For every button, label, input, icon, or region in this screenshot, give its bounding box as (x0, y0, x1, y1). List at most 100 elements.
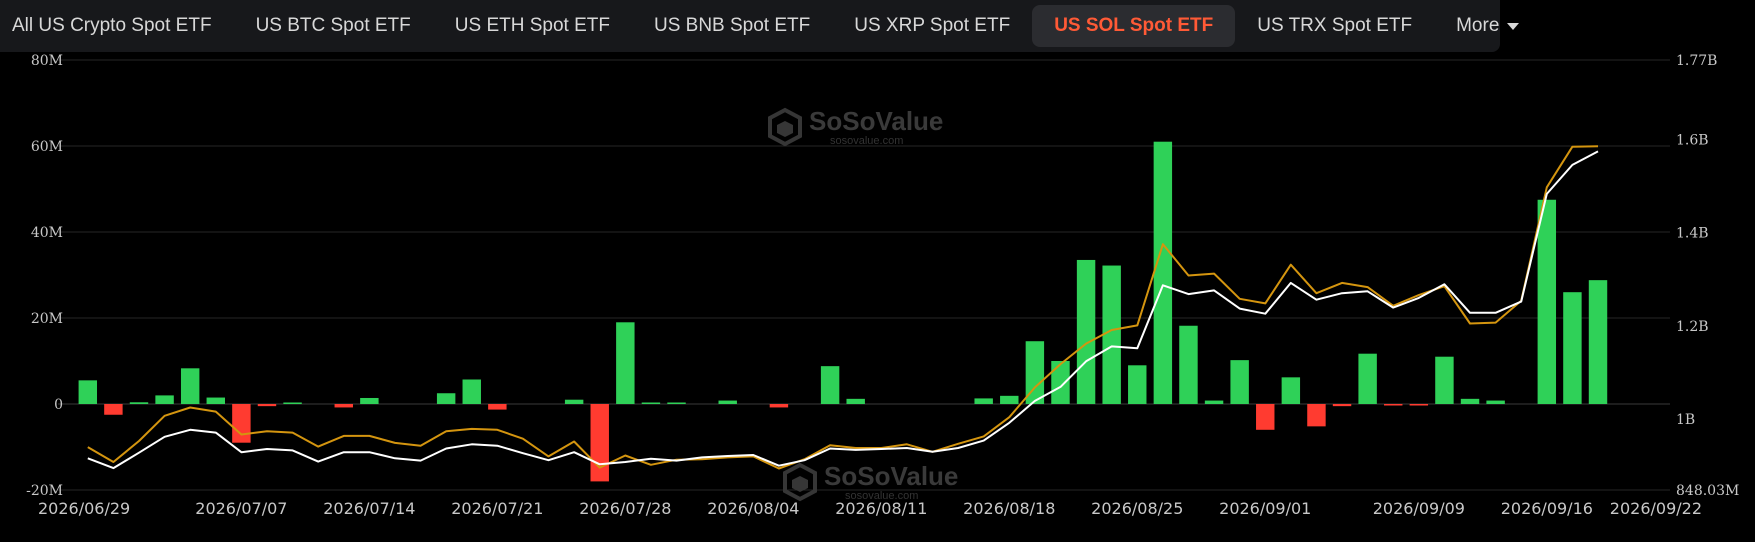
sosovalue-watermark-top: SoSoValue sosovalue.com (768, 106, 943, 147)
inflow-bar (206, 397, 225, 404)
inflow-bar (78, 380, 98, 404)
inflow-bar (1537, 199, 1557, 404)
inflow-bar (283, 402, 302, 404)
outflow-bar (1256, 404, 1275, 430)
left-y-tick-label: 60M (31, 139, 63, 155)
inflow-bar (1025, 341, 1045, 404)
outflow-bar (257, 404, 277, 407)
x-tick-label: 2026/07/14 (323, 499, 415, 518)
tab-us-sol-spot-etf[interactable]: US SOL Spot ETF (1032, 5, 1236, 47)
inflow-bar (718, 400, 737, 404)
inflow-bar (1230, 360, 1249, 404)
inflow-bar (155, 395, 174, 404)
tab-us-xrp-spot-etf[interactable]: US XRP Spot ETF (854, 15, 1011, 36)
inflow-bar (1460, 398, 1480, 404)
inflow-bar (1076, 259, 1096, 404)
inflow-bar (820, 366, 840, 404)
inflow-bar (974, 398, 993, 404)
inflow-bar (1563, 292, 1582, 404)
x-tick-label: 2026/08/25 (1091, 499, 1183, 518)
tab-all-us-crypto-spot-etf[interactable]: All US Crypto Spot ETF (12, 15, 212, 36)
x-tick-label: 2026/09/09 (1373, 499, 1465, 518)
outflow-bar (1384, 404, 1403, 406)
tab-us-bnb-spot-etf[interactable]: US BNB Spot ETF (653, 15, 811, 36)
right-y-tick-label: 1.6B (1676, 132, 1709, 148)
left-y-tick-label: -20M (26, 483, 63, 499)
inflow-bar (1179, 325, 1198, 404)
right-y-tick-label: 1B (1676, 412, 1695, 428)
left-y-tick-label: 0 (54, 397, 63, 413)
inflow-bar (1204, 400, 1224, 404)
x-tick-label: 2026/08/11 (835, 499, 927, 518)
x-tick-label: 2026/09/16 (1501, 499, 1593, 518)
inflow-bar (564, 399, 584, 404)
tab-us-trx-spot-etf[interactable]: US TRX Spot ETF (1257, 15, 1413, 36)
daily-net-inflow-bars (78, 141, 1608, 482)
more-dropdown[interactable]: More (1434, 5, 1541, 47)
right-y-tick-label: 1.4B (1676, 226, 1709, 242)
inflow-bar (462, 379, 481, 404)
inflow-bar (1102, 265, 1121, 404)
x-tick-label: 2026/09/22 (1610, 499, 1702, 518)
sosovalue-logo-icon (783, 462, 817, 502)
etf-tab-bar: All US Crypto Spot ETF US BTC Spot ETF U… (0, 0, 1520, 52)
orange-cumulative-line (87, 145, 1599, 470)
left-y-axis: 80M 60M 40M 20M 0 -20M (26, 53, 63, 499)
watermark-site: sosovalue.com (845, 490, 918, 502)
tab-us-btc-spot-etf[interactable]: US BTC Spot ETF (255, 15, 411, 36)
watermark-name: SoSoValue (824, 461, 958, 491)
outflow-bar (1409, 404, 1429, 406)
outflow-bar (232, 404, 251, 443)
x-tick-label: 2026/09/01 (1219, 499, 1311, 518)
outflow-bar (769, 404, 789, 408)
inflow-bar (180, 368, 200, 404)
inflow-bar (436, 393, 456, 404)
right-y-axis: 1.77B 1.6B 1.4B 1.2B 1B 848.03M (1676, 53, 1739, 499)
x-tick-label: 2026/07/07 (195, 499, 287, 518)
cumulative-lines (87, 145, 1599, 470)
inflow-bar (1588, 280, 1608, 404)
sosovalue-logo-icon (768, 107, 802, 147)
white-cumulative-line (87, 150, 1599, 470)
inflow-bar (1358, 353, 1377, 404)
left-y-tick-label: 20M (31, 311, 63, 327)
inflow-bar (129, 402, 149, 404)
inflow-bar (616, 322, 635, 404)
x-tick-label: 2026/06/29 (38, 499, 130, 518)
inflow-bar (1486, 400, 1505, 404)
inflow-bar (846, 398, 865, 404)
x-tick-label: 2026/07/28 (579, 499, 671, 518)
x-tick-label: 2026/08/04 (707, 499, 799, 518)
inflow-bar (641, 402, 661, 404)
watermark-name: SoSoValue (809, 106, 943, 136)
right-y-tick-label: 1.2B (1676, 319, 1709, 335)
outflow-bar (488, 404, 507, 410)
outflow-bar (1307, 404, 1326, 427)
x-axis: 2026/06/29 2026/07/07 2026/07/14 2026/07/21… (38, 499, 1702, 518)
right-y-tick-label: 848.03M (1676, 483, 1739, 499)
sosovalue-watermark-bottom: SoSoValue sosovalue.com (783, 461, 958, 502)
outflow-bar (1332, 404, 1352, 407)
inflow-bar (1000, 395, 1019, 404)
inflow-bar (1281, 377, 1301, 404)
inflow-bar (1128, 365, 1147, 404)
watermarks: SoSoValue sosovalue.com SoSoValue sosova… (768, 106, 958, 502)
left-y-tick-label: 80M (31, 53, 63, 69)
right-y-tick-label: 1.77B (1676, 53, 1717, 69)
left-y-tick-label: 40M (31, 225, 63, 241)
x-tick-label: 2026/07/21 (451, 499, 543, 518)
more-label: More (1456, 15, 1500, 36)
inflow-bar (1051, 361, 1070, 404)
inflow-bar (360, 397, 379, 404)
x-tick-label: 2026/08/18 (963, 499, 1055, 518)
outflow-bar (590, 404, 609, 482)
tab-us-eth-spot-etf[interactable]: US ETH Spot ETF (454, 15, 610, 36)
watermark-site: sosovalue.com (830, 135, 903, 147)
caret-down-icon (1507, 22, 1520, 30)
inflow-bar (1153, 141, 1173, 404)
outflow-bar (104, 404, 123, 415)
outflow-bar (334, 404, 353, 408)
inflow-bar (1435, 356, 1454, 404)
inflow-bar (667, 402, 686, 404)
